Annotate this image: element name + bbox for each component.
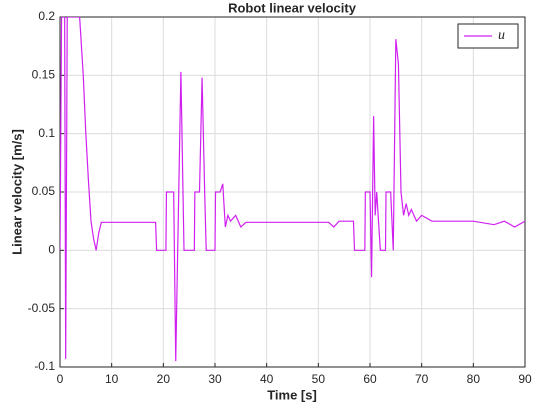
- x-axis-label: Time [s]: [267, 387, 317, 402]
- x-tick-label: 20: [157, 372, 171, 386]
- x-tick-label: 70: [415, 372, 429, 386]
- chart-title: Robot linear velocity: [228, 0, 357, 15]
- x-tick-label: 30: [208, 372, 222, 386]
- x-tick-label: 10: [105, 372, 119, 386]
- y-tick-label: -0.05: [28, 301, 56, 315]
- y-tick-label: 0.2: [38, 9, 55, 23]
- x-tick-label: 90: [518, 372, 532, 386]
- x-tick-label: 60: [363, 372, 377, 386]
- y-tick-label: -0.1: [34, 359, 55, 373]
- y-tick-label: 0.05: [32, 184, 56, 198]
- x-tick-label: 80: [467, 372, 481, 386]
- y-tick-label: 0.15: [32, 68, 56, 82]
- x-tick-label: 40: [260, 372, 274, 386]
- legend-label: u: [498, 28, 505, 43]
- y-tick-label: 0: [48, 243, 55, 257]
- y-tick-label: 0.1: [38, 126, 55, 140]
- x-tick-label: 50: [312, 372, 326, 386]
- line: [60, 17, 525, 362]
- x-tick-label: 0: [57, 372, 64, 386]
- y-axis-label: Linear velocity [m/s]: [9, 129, 24, 255]
